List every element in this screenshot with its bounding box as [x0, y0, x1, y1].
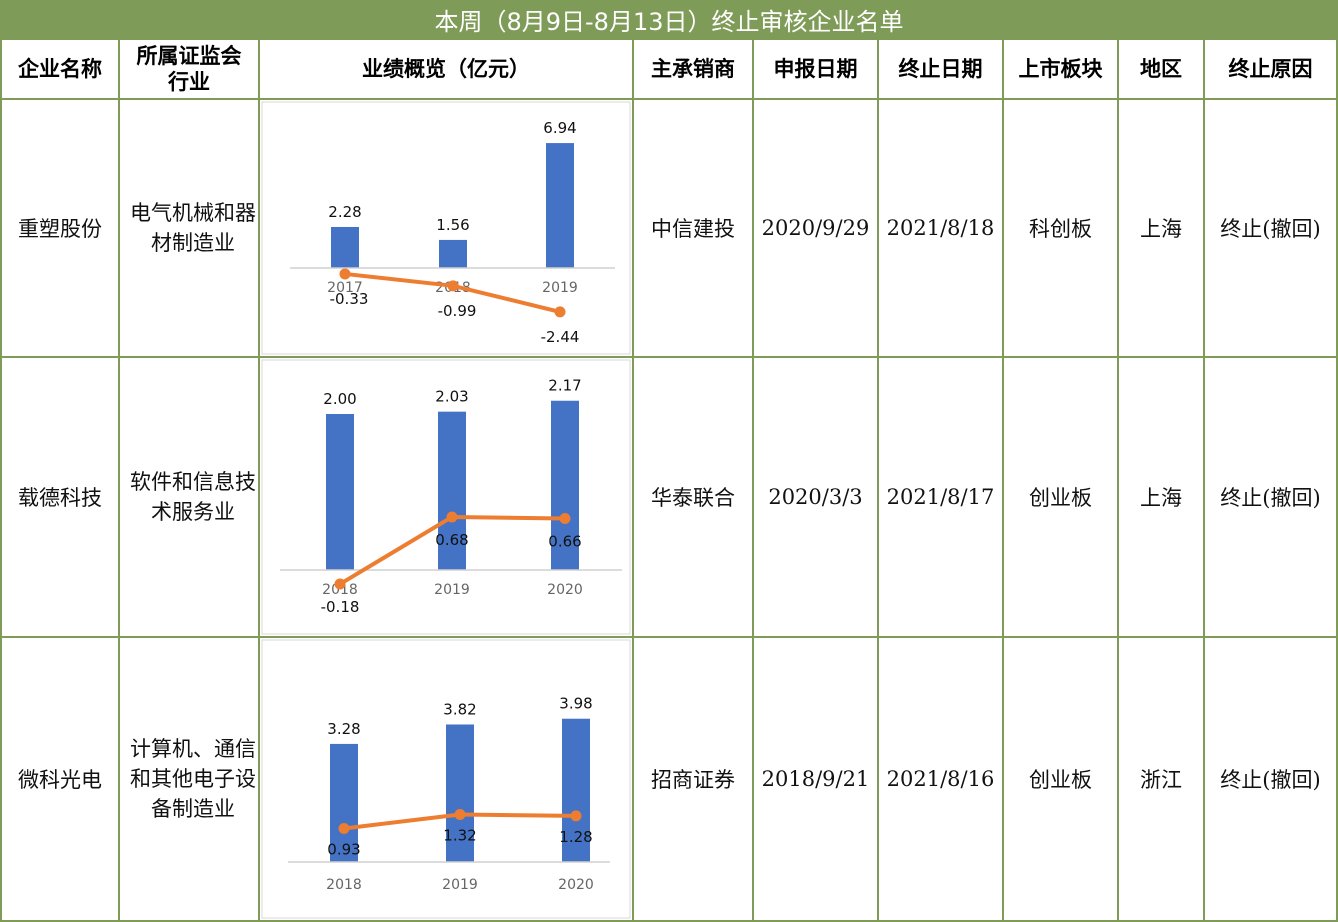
header-underwriter: 主承销商: [632, 38, 754, 100]
line-value-label: 1.32: [443, 826, 476, 844]
performance-chart-cell: 2.281.566.94201720182019-0.33-0.99-2.44: [258, 98, 634, 358]
termination-reason: 终止(撤回): [1203, 356, 1338, 638]
header-performance: 业绩概览（亿元）: [258, 38, 634, 100]
chart-frame: [261, 359, 631, 635]
filing-date: 2020/3/3: [752, 356, 879, 638]
underwriter: 中信建投: [632, 98, 754, 358]
x-tick-label: 2018: [326, 877, 362, 893]
filing-date: 2020/9/29: [752, 98, 879, 358]
industry: 软件和信息技术服务业: [118, 356, 260, 638]
x-tick-label: 2020: [558, 877, 594, 893]
header-row: 企业名称 所属证监会行业 业绩概览（亿元） 主承销商 申报日期 终止日期 上市板…: [0, 38, 1338, 100]
header-filing-date: 申报日期: [752, 38, 879, 100]
performance-chart: 2.00 2.03 2.17 2018 2019 2020 -0.18 0.68 0.66: [261, 359, 631, 635]
table-row: 微科光电 计算机、通信和其他电子设备制造业 3.28 3.82 3.98 2018 20…: [0, 636, 1338, 922]
listing-board: 创业板: [1002, 356, 1119, 638]
end-date: 2021/8/18: [877, 98, 1004, 358]
bar-value-label: 2.00: [323, 390, 356, 408]
bar-value-label: 3.98: [559, 695, 592, 713]
performance-chart: 2.281.566.94201720182019-0.33-0.99-2.44: [261, 101, 631, 355]
table-row: 载德科技 软件和信息技术服务业 2.00 2.03 2.17 2018 2019 2020…: [0, 356, 1338, 638]
bar-2018: [439, 239, 467, 268]
header-end-date: 终止日期: [877, 38, 1004, 100]
end-date: 2021/8/17: [877, 356, 1004, 638]
header-company: 企业名称: [0, 38, 120, 100]
header-industry-label: 所属证监会行业: [136, 44, 242, 94]
line-point-2018: [447, 280, 459, 292]
bar-2018: [326, 414, 354, 570]
line-value-label: -2.44: [541, 328, 580, 346]
line-point-2019: [454, 808, 466, 820]
header-reason: 终止原因: [1203, 38, 1338, 100]
region: 上海: [1117, 356, 1205, 638]
line-point-2017: [339, 268, 351, 280]
chart-frame: [261, 639, 631, 919]
x-tick-label: 2019: [434, 582, 470, 598]
x-tick-label: 2017: [327, 280, 363, 296]
bar-2020: [551, 400, 579, 570]
bar-2019: [546, 143, 574, 268]
bar-value-label: 2.28: [328, 203, 361, 221]
bar-value-label: 6.94: [543, 119, 576, 137]
performance-chart-cell: 3.28 3.82 3.98 2018 2019 2020 0.93 1.32 1.28: [258, 636, 634, 922]
line-value-label: 1.28: [559, 828, 592, 846]
x-tick-label: 2019: [542, 280, 578, 296]
listing-board: 科创板: [1002, 98, 1119, 358]
bar-value-label: 3.28: [327, 720, 360, 738]
table-row: 重塑股份 电气机械和器材制造业 2.281.566.94201720182019…: [0, 98, 1338, 358]
line-value-label: 0.66: [548, 533, 581, 551]
line-point-2018: [334, 578, 346, 590]
performance-chart: 3.28 3.82 3.98 2018 2019 2020 0.93 1.32 1.28: [261, 639, 631, 919]
termination-reason: 终止(撤回): [1203, 98, 1338, 358]
filing-date: 2018/9/21: [752, 636, 879, 922]
company-name: 重塑股份: [0, 98, 120, 358]
header-region: 地区: [1117, 38, 1205, 100]
x-tick-label: 2018: [322, 582, 358, 598]
listing-board: 创业板: [1002, 636, 1119, 922]
company-name: 微科光电: [0, 636, 120, 922]
region: 上海: [1117, 98, 1205, 358]
bar-value-label: 1.56: [436, 216, 469, 234]
line-point-2019: [446, 511, 458, 523]
line-point-2018: [338, 823, 350, 835]
industry: 计算机、通信和其他电子设备制造业: [118, 636, 260, 922]
termination-reason: 终止(撤回): [1203, 636, 1338, 922]
line-value-label: -0.18: [321, 598, 360, 616]
bar-value-label: 2.03: [435, 388, 468, 406]
region: 浙江: [1117, 636, 1205, 922]
underwriter: 华泰联合: [632, 356, 754, 638]
underwriter: 招商证券: [632, 636, 754, 922]
bar-2020: [562, 718, 590, 862]
industry: 电气机械和器材制造业: [118, 98, 260, 358]
line-point-2020: [559, 513, 571, 525]
x-tick-label: 2019: [442, 877, 478, 893]
line-value-label: 0.93: [327, 841, 360, 859]
bar-value-label: 3.82: [443, 700, 476, 718]
table-title: 本周（8月9日-8月13日）终止审核企业名单: [0, 0, 1338, 38]
performance-chart-cell: 2.00 2.03 2.17 2018 2019 2020 -0.18 0.68 0.66: [258, 356, 634, 638]
line-point-2020: [570, 810, 582, 822]
line-point-2019: [554, 306, 566, 318]
line-value-label: -0.33: [330, 290, 369, 308]
bar-2019: [446, 724, 474, 862]
bar-value-label: 2.17: [548, 377, 581, 395]
termination-table: 企业名称 所属证监会行业 业绩概览（亿元） 主承销商 申报日期 终止日期 上市板…: [0, 38, 1338, 922]
line-value-label: 0.68: [435, 531, 468, 549]
end-date: 2021/8/16: [877, 636, 1004, 922]
x-tick-label: 2020: [547, 582, 583, 598]
bar-2017: [331, 226, 359, 268]
line-value-label: -0.99: [438, 302, 477, 320]
chart-frame: [261, 101, 631, 355]
bar-2018: [330, 743, 358, 862]
company-name: 载德科技: [0, 356, 120, 638]
bar-2019: [438, 411, 466, 570]
header-board: 上市板块: [1002, 38, 1119, 100]
header-industry: 所属证监会行业: [118, 38, 260, 100]
